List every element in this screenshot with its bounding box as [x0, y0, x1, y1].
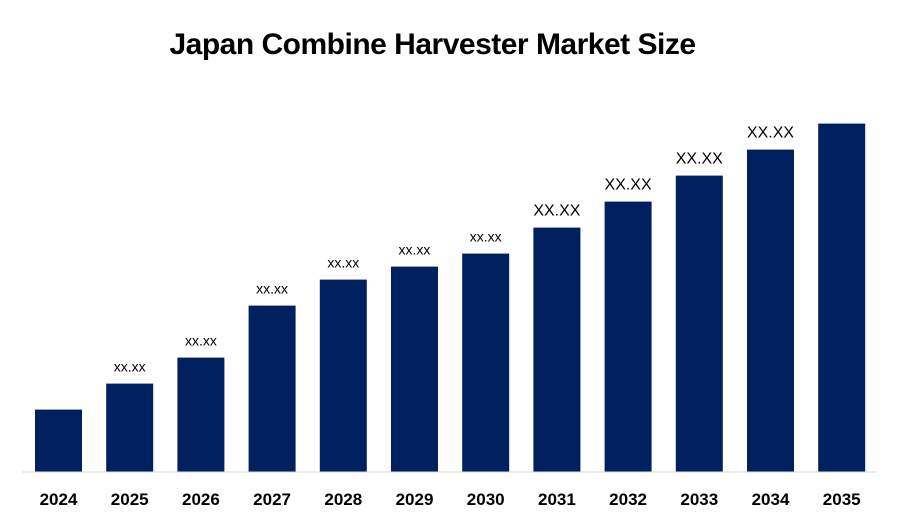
x-tick-2032: 2032: [609, 490, 647, 509]
x-tick-2031: 2031: [538, 490, 576, 509]
data-label-2028: xx.xx: [327, 255, 359, 271]
bar-2029: [391, 266, 438, 472]
chart-title: Japan Combine Harvester Market Size: [169, 28, 696, 61]
data-label-2026: xx.xx: [185, 333, 217, 349]
bar-2025: [106, 383, 154, 472]
x-tick-2028: 2028: [324, 490, 362, 509]
bar-2035: [818, 123, 866, 472]
data-labels-group: xx.xx xx.xx xx.xx xx.xx xx.xx xx.xx XX.XX XX.XX…: [114, 125, 795, 375]
data-label-2029: xx.xx: [399, 242, 431, 258]
x-tick-2029: 2029: [396, 490, 434, 509]
data-label-2031: XX.XX: [533, 203, 580, 220]
bar-2024: [35, 409, 82, 472]
data-label-2030: xx.xx: [470, 229, 502, 245]
bar-2031: [533, 227, 581, 472]
bar-2027: [248, 305, 296, 472]
x-tick-2034: 2034: [752, 490, 790, 509]
data-label-2027: xx.xx: [256, 281, 288, 297]
bar-2032: [604, 201, 652, 472]
x-tick-2030: 2030: [467, 490, 505, 509]
x-tick-2025: 2025: [111, 490, 149, 509]
bar-2030: [462, 253, 510, 472]
data-label-2025: xx.xx: [114, 359, 146, 375]
x-tick-2027: 2027: [253, 490, 291, 509]
x-tick-2026: 2026: [182, 490, 220, 509]
bar-2034: [747, 149, 794, 472]
x-tick-labels-group: 2024 2025 2026 2027 2028 2029 2030 2031 2032 2033…: [40, 490, 861, 509]
bars-group: [35, 123, 866, 472]
data-label-2033: XX.XX: [676, 151, 723, 168]
data-label-2032: XX.XX: [605, 177, 652, 194]
bar-2026: [177, 357, 225, 472]
x-tick-2035: 2035: [823, 490, 861, 509]
data-label-2034: XX.XX: [747, 125, 794, 142]
bar-2028: [319, 279, 367, 472]
bar-2033: [675, 175, 723, 472]
x-tick-2024: 2024: [40, 490, 78, 509]
x-tick-2033: 2033: [680, 490, 718, 509]
